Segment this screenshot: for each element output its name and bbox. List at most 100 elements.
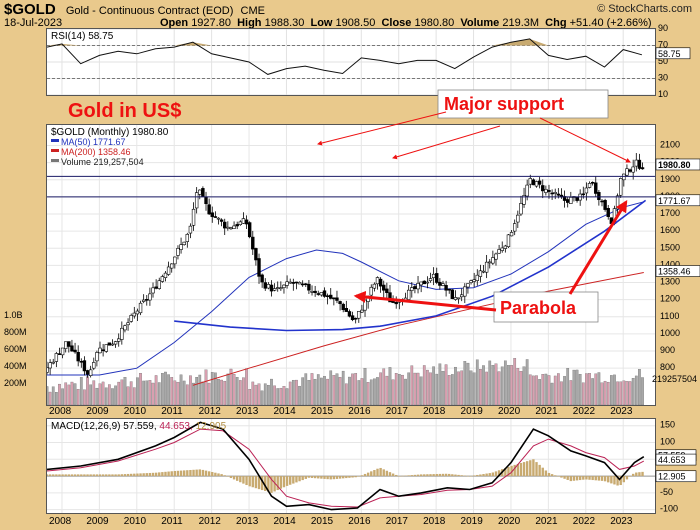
x-axis-year-label: 2013 <box>236 406 259 417</box>
candle-body <box>272 288 277 291</box>
x-axis-year-label: 2009 <box>86 406 109 417</box>
close-value: 1980.80 <box>414 17 455 29</box>
macd-histogram-bar <box>226 476 230 477</box>
macd-histogram-bar <box>245 476 248 486</box>
macd-histogram-bar <box>232 476 236 480</box>
macd-histogram-bar <box>192 469 195 477</box>
candle-body <box>173 256 177 265</box>
macd-histogram-bar <box>619 476 622 486</box>
candle-body <box>528 178 532 185</box>
rsi-tick-label: 70 <box>658 40 668 50</box>
macd-histogram-bar <box>469 475 473 477</box>
macd-histogram-bar <box>198 469 201 477</box>
macd-histogram-bar <box>532 459 535 477</box>
major-support-box <box>437 89 609 119</box>
macd-value: 57.559, <box>123 421 159 432</box>
macd-histogram-bar <box>295 476 298 483</box>
macd-histogram-bar <box>55 474 58 477</box>
candle-body <box>606 208 610 217</box>
ma200-value-tag: 1358.46 <box>658 267 691 277</box>
gold-in-usd-title: Gold in US$ <box>68 100 181 122</box>
macd-histogram-bar <box>635 472 638 477</box>
candle-body <box>126 322 130 326</box>
macd-histogram-bar <box>95 474 99 477</box>
candle-body <box>313 290 317 293</box>
macd-histogram-bar <box>351 476 354 478</box>
candle-body <box>357 311 361 319</box>
candle-body <box>285 281 289 286</box>
macd-histogram-bar <box>260 476 264 491</box>
macd-histogram-bar <box>145 473 148 477</box>
macd-histogram-bar <box>52 474 55 477</box>
candle-body <box>584 187 589 194</box>
volume-label: Volume <box>460 17 500 29</box>
macd-histogram-bar <box>317 476 320 479</box>
macd-histogram-bar <box>251 476 254 488</box>
candle-body <box>431 273 436 279</box>
candle-body <box>447 288 451 291</box>
candle-body <box>506 234 511 248</box>
macd-histogram-bar <box>591 476 594 481</box>
x-axis-year-label-macd: 2016 <box>348 516 371 527</box>
chg-label: Chg <box>545 17 567 29</box>
macd-histogram-bar <box>133 473 136 477</box>
macd-histogram-bar <box>151 472 155 477</box>
macd-histogram-bar <box>610 476 613 484</box>
macd-histogram-bar <box>441 473 445 477</box>
x-axis-year-label: 2016 <box>348 406 371 417</box>
candle-body <box>553 192 557 194</box>
candle-body <box>129 314 133 322</box>
macd-histogram-bar <box>554 475 557 477</box>
macd-histogram-bar <box>179 470 183 477</box>
macd-histogram-bar <box>158 472 161 477</box>
candle-body <box>372 283 377 289</box>
parabola-curve <box>174 199 647 332</box>
macd-histogram-bar <box>357 476 360 477</box>
candle-body <box>300 283 305 286</box>
macd-histogram-bar <box>547 472 551 477</box>
x-axis-year-label: 2015 <box>311 406 334 417</box>
macd-histogram-bar <box>345 476 348 479</box>
candle-body <box>353 317 358 320</box>
candle-body <box>235 224 239 227</box>
candle-body <box>223 221 227 229</box>
macd-histogram-bar <box>631 473 635 477</box>
macd-histogram-bar <box>479 474 482 477</box>
major-support-arrow-right <box>539 117 631 163</box>
candle-body <box>416 282 420 290</box>
candle-body <box>332 297 336 300</box>
macd-histogram-bar <box>529 460 532 477</box>
x-axis-year-label: 2017 <box>386 406 409 417</box>
candle-body <box>54 353 59 362</box>
macd-histogram-bar <box>204 470 208 477</box>
macd-histogram-bar <box>476 474 479 477</box>
volume-last-value: 219257504 <box>652 374 697 384</box>
candle-body <box>64 341 68 349</box>
macd-histogram-bar <box>466 475 470 477</box>
macd-histogram-bar <box>622 476 626 483</box>
candle-body <box>619 178 623 196</box>
macd-histogram-bar <box>572 476 576 481</box>
ohlc-readout: Open 1927.80 High 1988.30 Low 1908.50 Cl… <box>160 17 652 29</box>
volume-tick-label: 400M <box>4 361 27 371</box>
macd-histogram-bar <box>114 474 117 477</box>
macd-histogram-bar <box>139 473 142 477</box>
macd-tick-label: 100 <box>660 437 675 447</box>
x-axis-year-label: 2008 <box>49 406 72 417</box>
macd-value-tag: 44.653 <box>658 455 686 465</box>
macd-histogram-bar <box>289 476 292 485</box>
macd-histogram-bar <box>217 473 220 477</box>
volume-value: 219.3M <box>502 17 540 29</box>
candle-body <box>151 287 155 294</box>
macd-histogram-bar <box>170 471 173 477</box>
candle-body <box>132 312 137 317</box>
candle-body <box>625 168 629 176</box>
macd-histogram-bar <box>264 476 267 491</box>
candle-body <box>304 283 308 286</box>
candle-body <box>488 261 492 264</box>
macd-histogram-bar <box>603 476 607 482</box>
x-axis-year-label: 2023 <box>610 406 633 417</box>
candle-body <box>378 278 383 287</box>
candle-body <box>525 184 529 197</box>
signal-line <box>46 428 645 508</box>
